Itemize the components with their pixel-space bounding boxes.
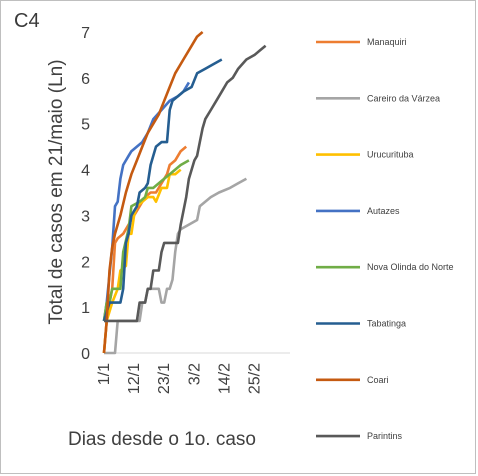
- series-line: [102, 58, 223, 322]
- legend-label: Careiro da Várzea: [367, 93, 440, 103]
- y-tick-label: 1: [81, 300, 90, 317]
- y-tick-label: 7: [81, 25, 90, 42]
- legend: Manaquiri Careiro da Várzea Urucurituba Aut…: [316, 37, 454, 441]
- series-lines: [102, 31, 267, 355]
- y-tick-label: 6: [81, 71, 90, 88]
- x-tick-label: 12/1: [126, 363, 143, 394]
- axis-ticks: 0 1 2 3 4 5 6 7 1/1 12/1 23/1 3/2 14/2 25/2: [81, 25, 264, 394]
- y-tick-label: 0: [81, 346, 90, 363]
- series-line: [102, 81, 191, 322]
- legend-label: Manaquiri: [367, 37, 407, 47]
- x-tick-label: 1/1: [96, 363, 113, 385]
- x-tick-label: 3/2: [186, 363, 203, 385]
- legend-label: Autazes: [367, 206, 400, 216]
- x-tick-label: 25/2: [247, 363, 264, 394]
- y-tick-label: 3: [81, 208, 90, 225]
- x-axis-title: Dias desde o 1o. caso: [68, 429, 256, 450]
- y-tick-label: 2: [81, 254, 90, 271]
- legend-label: Coari: [367, 375, 389, 385]
- legend-label: Parintins: [367, 431, 403, 441]
- y-tick-label: 5: [81, 117, 90, 134]
- series-line: [104, 44, 267, 323]
- series-line: [102, 168, 182, 354]
- x-tick-label: 23/1: [156, 363, 173, 394]
- y-tick-label: 4: [81, 163, 90, 180]
- legend-label: Nova Olinda do Norte: [367, 262, 454, 272]
- y-axis-title: Total de casos em 21/maio (Ln): [46, 59, 67, 324]
- x-tick-label: 14/2: [216, 363, 233, 394]
- series-line: [102, 31, 204, 354]
- legend-label: Urucurituba: [367, 150, 414, 160]
- panel-label: C4: [14, 10, 40, 32]
- series-line: [102, 159, 190, 322]
- legend-label: Tabatinga: [367, 319, 406, 329]
